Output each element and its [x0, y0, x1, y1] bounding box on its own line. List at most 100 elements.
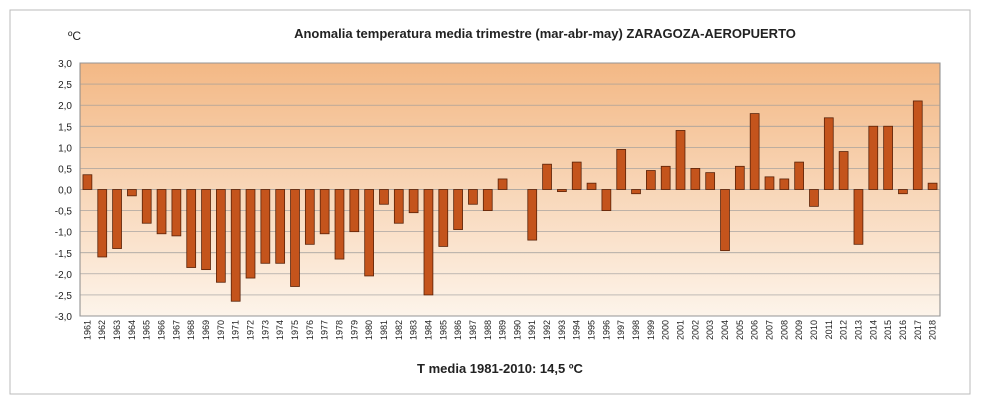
- x-tick-label: 1978: [334, 320, 344, 340]
- bar: [438, 189, 449, 247]
- x-tick-label: 1989: [498, 320, 508, 340]
- x-tick-label: 2009: [794, 320, 804, 340]
- x-tick-label: 1975: [290, 320, 300, 340]
- bar: [304, 189, 315, 245]
- x-tick-label: 2010: [809, 320, 819, 340]
- x-tick-label: 1987: [468, 320, 478, 340]
- x-tick-label: 2001: [676, 320, 686, 340]
- bar: [660, 165, 671, 190]
- x-tick-label: 1994: [572, 320, 582, 340]
- x-tick-label: 1991: [527, 320, 537, 340]
- bar: [749, 113, 760, 190]
- bar: [290, 189, 300, 287]
- x-tick-label: 1996: [601, 320, 611, 340]
- x-tick-label: 1985: [438, 320, 448, 340]
- bar: [557, 189, 567, 193]
- bar: [216, 189, 226, 283]
- x-tick-label: 1962: [97, 320, 107, 340]
- bar: [423, 189, 434, 296]
- bar: [186, 189, 197, 268]
- x-tick-label: 1976: [305, 320, 315, 340]
- y-tick-label: 1,5: [58, 122, 72, 133]
- bar: [141, 189, 152, 224]
- x-tick-label: 1988: [483, 320, 493, 340]
- bar: [319, 189, 330, 235]
- bar: [809, 189, 819, 207]
- bar: [408, 189, 419, 214]
- x-tick-label: 2000: [661, 320, 671, 340]
- x-tick-label: 1990: [512, 320, 522, 340]
- x-tick-label: 1968: [186, 320, 196, 340]
- bar: [571, 161, 582, 190]
- x-tick-label: 2016: [898, 320, 908, 340]
- bar: [794, 161, 804, 190]
- x-tick-label: 1992: [542, 320, 552, 340]
- bar: [601, 189, 612, 211]
- x-tick-label: 1973: [260, 320, 270, 340]
- x-tick-label: 1982: [394, 320, 404, 340]
- bar: [912, 100, 923, 190]
- y-tick-label: -1,0: [55, 228, 73, 239]
- bar: [393, 189, 404, 224]
- y-tick-label: -1,5: [55, 249, 73, 260]
- bar: [112, 189, 122, 249]
- y-tick-label: -0,5: [55, 207, 73, 218]
- y-tick-label: -2,0: [55, 270, 73, 281]
- bar: [779, 178, 790, 190]
- bar: [245, 189, 256, 279]
- bar: [853, 189, 864, 245]
- bar: [646, 170, 656, 190]
- x-tick-label: 2003: [705, 320, 715, 340]
- y-tick-label: 0,0: [58, 186, 72, 197]
- x-tick-label: 1986: [453, 320, 463, 340]
- bar: [497, 178, 508, 190]
- bar: [527, 189, 538, 241]
- y-tick-label: -2,5: [55, 291, 73, 302]
- bar: [734, 165, 745, 190]
- y-tick-label: 1,0: [58, 143, 72, 154]
- chart-title: Anomalia temperatura media trimestre (ma…: [294, 26, 796, 41]
- x-tick-label: 2017: [913, 320, 923, 340]
- x-tick-label: 1972: [246, 320, 256, 340]
- bar: [898, 189, 908, 195]
- x-tick-label: 1998: [631, 320, 641, 340]
- x-tick-label: 2013: [853, 320, 863, 340]
- y-tick-label: 2,5: [58, 80, 72, 91]
- bar: [482, 189, 493, 211]
- x-tick-label: 1966: [157, 320, 167, 340]
- x-tick-label: 1963: [112, 320, 122, 340]
- x-tick-label: 1974: [275, 320, 285, 340]
- x-tick-label: 1983: [409, 320, 419, 340]
- bar: [349, 189, 360, 233]
- bar: [720, 189, 730, 252]
- bar: [631, 189, 641, 195]
- bar: [823, 117, 834, 190]
- x-tick-label: 1984: [423, 320, 433, 340]
- bar: [275, 189, 286, 264]
- x-tick-label: 1993: [557, 320, 567, 340]
- bar: [171, 189, 182, 237]
- x-tick-label: 2018: [928, 320, 938, 340]
- bar: [127, 189, 137, 197]
- bar: [838, 151, 849, 190]
- x-tick-label: 2015: [883, 320, 893, 340]
- bar: [97, 189, 108, 258]
- y-tick-label: 2,0: [58, 101, 72, 112]
- bar: [201, 189, 211, 271]
- x-tick-label: 1981: [379, 320, 389, 340]
- bar: [586, 182, 597, 190]
- x-tick-label: 1997: [616, 320, 626, 340]
- y-tick-label: -3,0: [55, 312, 73, 323]
- x-tick-label: 1967: [171, 320, 181, 340]
- bar: [542, 163, 552, 190]
- bar: [453, 189, 463, 230]
- bar: [883, 125, 893, 190]
- bar: [764, 176, 775, 190]
- bar: [690, 168, 701, 190]
- x-tick-label: 1999: [646, 320, 656, 340]
- y-tick-label: 0,5: [58, 164, 72, 175]
- bar: [927, 182, 938, 190]
- bar: [616, 149, 627, 190]
- x-tick-label: 1977: [320, 320, 330, 340]
- x-tick-label: 2006: [750, 320, 760, 340]
